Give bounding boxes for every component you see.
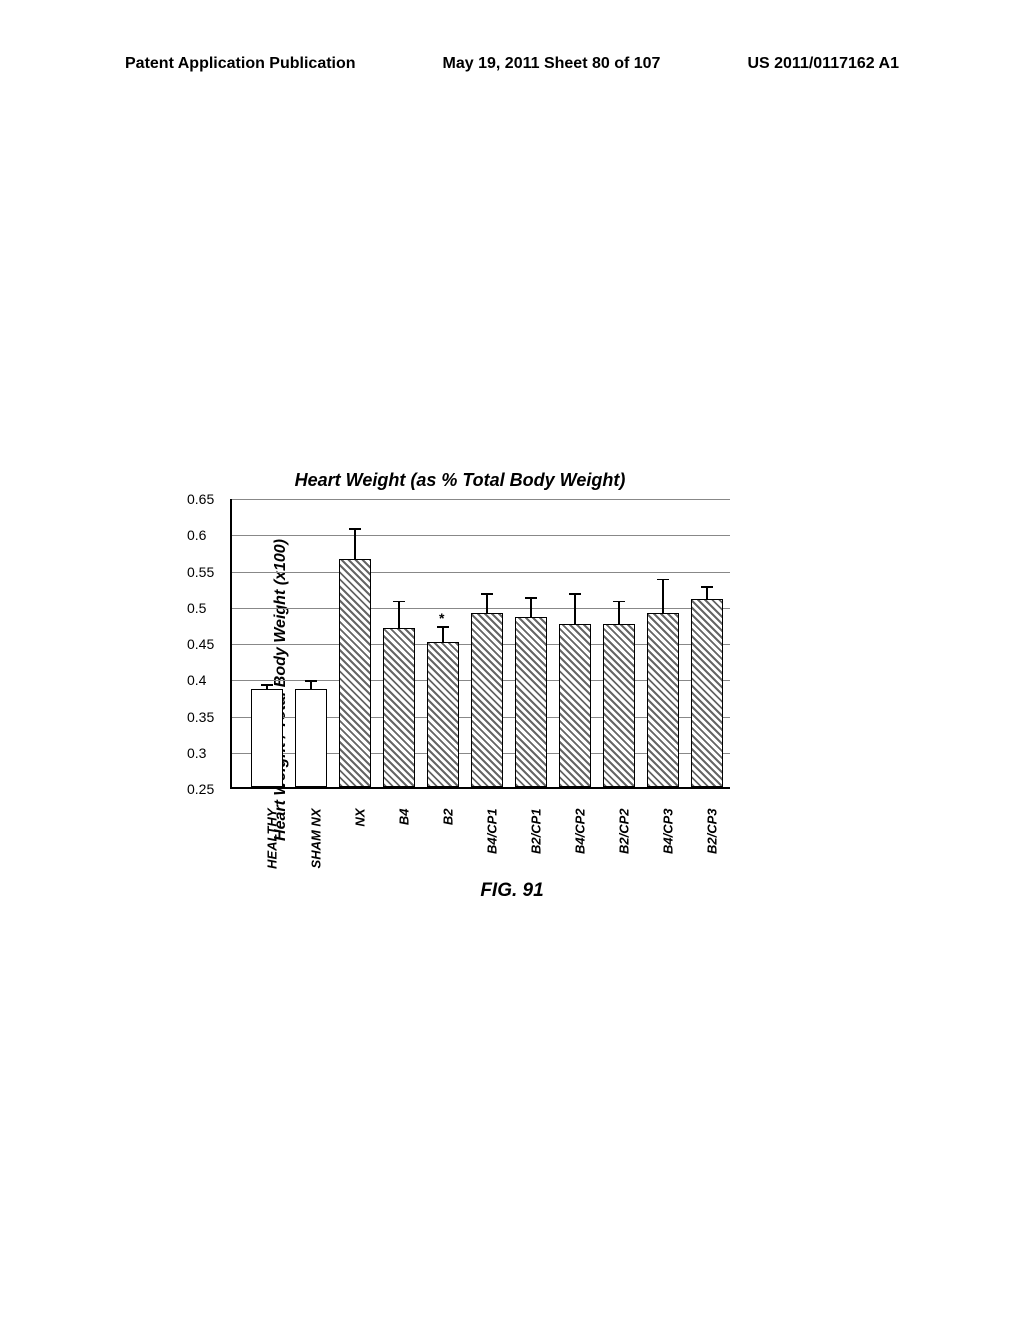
page-header: Patent Application Publication May 19, 2… xyxy=(0,55,1024,73)
bar-healthy xyxy=(251,689,283,787)
error-cap xyxy=(305,680,317,682)
x-label: B2 xyxy=(441,809,456,889)
bar-b4 xyxy=(383,628,415,788)
error-bar xyxy=(310,682,312,689)
plot-area: 0.250.30.350.40.450.50.550.60.65HEALTHYS… xyxy=(230,499,730,789)
figure-label: FIG. 91 xyxy=(480,880,543,902)
x-label: B4 xyxy=(397,809,412,889)
bar-b4-cp2 xyxy=(559,624,591,787)
bar-b4-cp3 xyxy=(647,613,679,787)
x-label: B4/CP2 xyxy=(573,809,588,889)
error-bar xyxy=(618,602,620,624)
y-tick-label: 0.45 xyxy=(187,636,214,652)
header-left: Patent Application Publication xyxy=(125,55,356,73)
error-bar xyxy=(706,588,708,599)
y-tick-label: 0.3 xyxy=(187,745,206,761)
x-label: B4/CP1 xyxy=(485,809,500,889)
error-bar xyxy=(398,602,400,627)
header-right: US 2011/0117162 A1 xyxy=(747,55,899,73)
gridline xyxy=(232,535,730,536)
bar-nx xyxy=(339,559,371,787)
error-cap xyxy=(481,593,493,595)
bar-b2-cp2 xyxy=(603,624,635,787)
error-cap xyxy=(437,626,449,628)
chart-container: Heart Weight (as % Total Body Weight) He… xyxy=(160,470,760,910)
x-label: NX xyxy=(353,809,368,889)
y-tick-label: 0.6 xyxy=(187,527,206,543)
error-cap xyxy=(349,528,361,530)
y-tick-label: 0.55 xyxy=(187,564,214,580)
error-bar xyxy=(266,686,268,690)
error-cap xyxy=(701,586,713,588)
gridline xyxy=(232,499,730,500)
x-label: B4/CP3 xyxy=(661,809,676,889)
y-tick-label: 0.4 xyxy=(187,672,206,688)
bar-b4-cp1 xyxy=(471,613,503,787)
y-tick-label: 0.65 xyxy=(187,491,214,507)
bar-b2-cp1 xyxy=(515,617,547,787)
error-bar xyxy=(530,599,532,617)
error-cap xyxy=(261,684,273,686)
bar-b2 xyxy=(427,642,459,787)
y-tick-label: 0.35 xyxy=(187,709,214,725)
x-label: SHAM NX xyxy=(309,809,324,889)
error-cap xyxy=(393,601,405,603)
error-cap xyxy=(569,593,581,595)
error-bar xyxy=(574,595,576,624)
gridline xyxy=(232,572,730,573)
bar-b2-cp3 xyxy=(691,599,723,788)
error-cap xyxy=(525,597,537,599)
error-bar xyxy=(442,628,444,643)
error-bar xyxy=(354,530,356,559)
chart-title: Heart Weight (as % Total Body Weight) xyxy=(160,470,760,491)
y-tick-label: 0.5 xyxy=(187,600,206,616)
x-label: B2/CP2 xyxy=(617,809,632,889)
header-center: May 19, 2011 Sheet 80 of 107 xyxy=(443,55,661,73)
x-label: HEALTHY xyxy=(265,809,280,889)
error-bar xyxy=(662,580,664,613)
gridline xyxy=(232,608,730,609)
x-label: B2/CP3 xyxy=(705,809,720,889)
y-tick-label: 0.25 xyxy=(187,781,214,797)
significance-marker: * xyxy=(439,610,444,626)
x-label: B2/CP1 xyxy=(529,809,544,889)
error-cap xyxy=(613,601,625,603)
bar-sham-nx xyxy=(295,689,327,787)
error-bar xyxy=(486,595,488,613)
error-cap xyxy=(657,579,669,581)
